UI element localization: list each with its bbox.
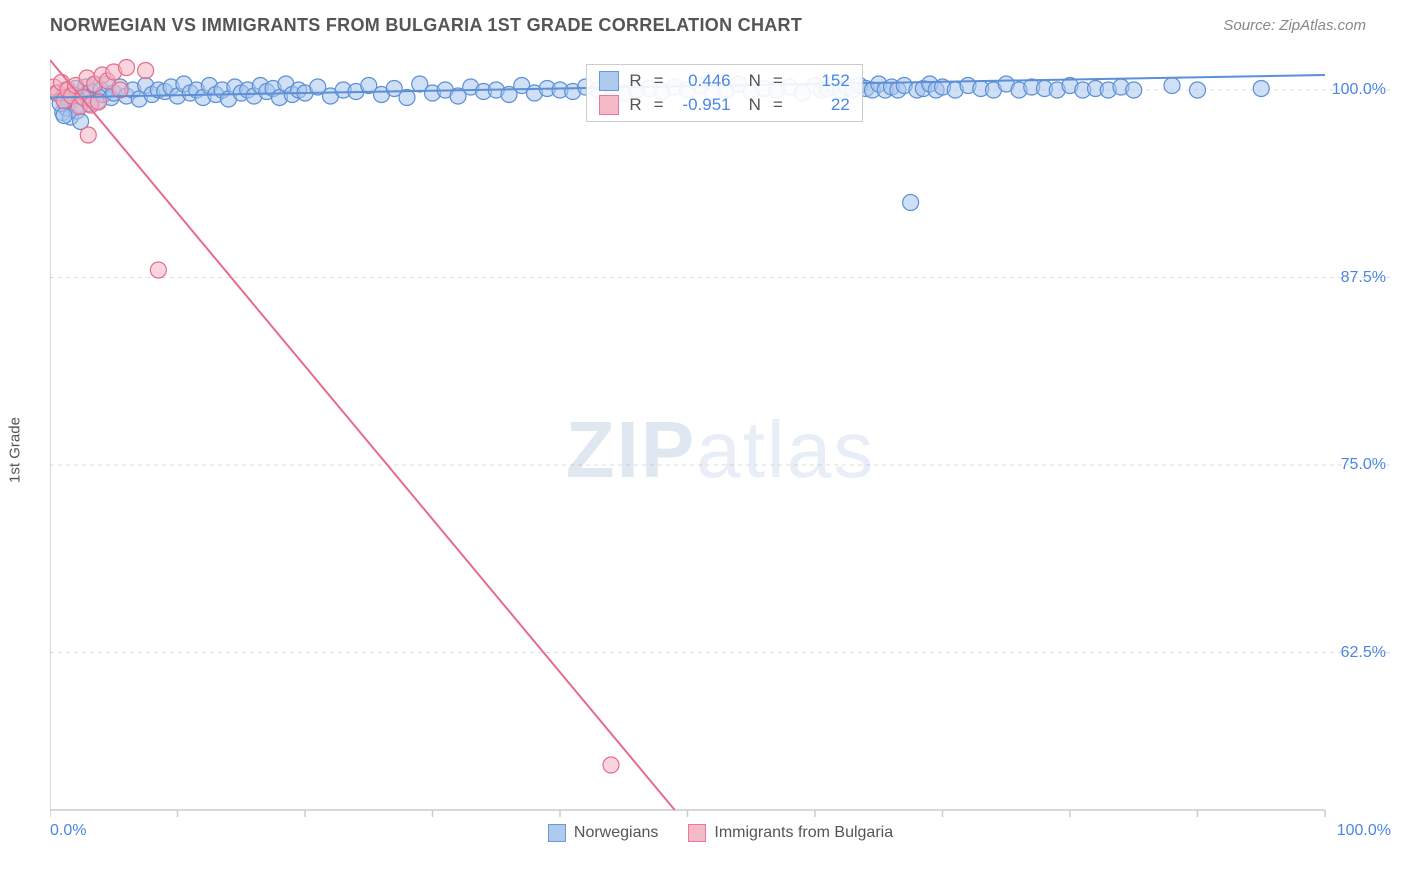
legend-swatch <box>688 824 706 842</box>
y-tick-label: 75.0% <box>1341 456 1386 474</box>
chart-area: 1st Grade ZIPatlas 100.0%87.5%75.0%62.5%… <box>50 50 1391 850</box>
source-name: ZipAtlas.com <box>1279 17 1366 34</box>
correlation-stats-box: R=0.446N=152R=-0.951N=22 <box>586 64 862 122</box>
series-swatch <box>599 95 619 115</box>
stat-n-value: 152 <box>795 71 850 91</box>
legend-label: Norwegians <box>574 824 658 842</box>
legend: Norwegians Immigrants from Bulgaria <box>50 824 1391 842</box>
stat-n-label: N <box>749 71 761 91</box>
legend-item: Norwegians <box>548 824 658 842</box>
stat-r-label: R <box>629 95 641 115</box>
legend-item: Immigrants from Bulgaria <box>688 824 893 842</box>
stat-r-label: R <box>629 71 641 91</box>
series-swatch <box>599 71 619 91</box>
stat-r-value: -0.951 <box>676 95 731 115</box>
legend-swatch <box>548 824 566 842</box>
source-attribution: Source: ZipAtlas.com <box>1223 17 1366 34</box>
scatter-plot <box>50 50 1391 850</box>
stats-row: R=0.446N=152 <box>595 69 853 93</box>
y-tick-label: 62.5% <box>1341 644 1386 662</box>
stat-n-label: N <box>749 95 761 115</box>
chart-header: NORWEGIAN VS IMMIGRANTS FROM BULGARIA 1S… <box>0 0 1406 50</box>
stat-n-value: 22 <box>795 95 850 115</box>
y-tick-label: 87.5% <box>1341 269 1386 287</box>
chart-title: NORWEGIAN VS IMMIGRANTS FROM BULGARIA 1S… <box>50 15 802 36</box>
y-axis-label: 1st Grade <box>7 417 24 483</box>
stats-row: R=-0.951N=22 <box>595 93 853 117</box>
stat-r-value: 0.446 <box>676 71 731 91</box>
source-prefix: Source: <box>1223 17 1279 34</box>
y-tick-label: 100.0% <box>1332 81 1386 99</box>
legend-label: Immigrants from Bulgaria <box>714 824 893 842</box>
